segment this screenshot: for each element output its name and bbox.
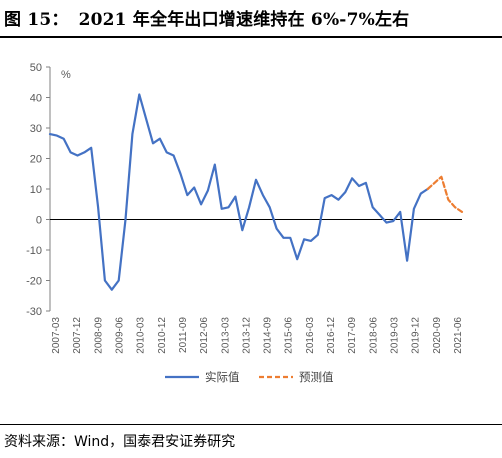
source-note: 资料来源：Wind，国泰君安证券研究 xyxy=(4,434,236,450)
x-tick-label: 2021-06 xyxy=(453,317,464,354)
source-rule xyxy=(0,424,502,425)
chart-title: 2021 年全年出口增速维持在 6%-7%左右 xyxy=(78,10,410,30)
x-tick-label: 2018-06 xyxy=(368,317,379,354)
title-rule xyxy=(0,36,502,38)
x-tick-label: 2007-03 xyxy=(51,317,62,354)
y-tick-label: 20 xyxy=(30,154,42,166)
x-tick-label: 2019-03 xyxy=(390,317,401,354)
y-tick-label: 30 xyxy=(30,123,42,135)
y-tick-label: -20 xyxy=(26,276,42,288)
x-tick-label: 2013-03 xyxy=(220,317,231,354)
line-chart: -30 -20 -10 0 10 20 30 40 50% 2007-03 2007-12 2008-… xyxy=(26,62,464,384)
legend-label-forecast: 预测值 xyxy=(299,371,334,384)
x-tick-label: 2009-06 xyxy=(114,317,125,354)
y-tick-label: 40 xyxy=(30,93,42,105)
x-tick-label: 2010-12 xyxy=(157,317,168,354)
y-unit-label: % xyxy=(61,69,71,81)
x-tick-label: 2015-06 xyxy=(284,317,295,354)
y-tick-label: 50 xyxy=(30,62,42,74)
x-tick-label: 2008-09 xyxy=(93,317,104,354)
x-tick-label: 2011-09 xyxy=(178,317,189,353)
figure-title: 图 15： 2021 年全年出口增速维持在 6%-7%左右 xyxy=(4,5,498,30)
x-tick-label: 2016-03 xyxy=(305,317,316,354)
legend-label-actual: 实际值 xyxy=(205,370,240,384)
x-tick-label: 2020-09 xyxy=(432,317,443,354)
actual-series-line xyxy=(48,93,429,291)
x-tick-label: 2007-12 xyxy=(72,317,83,354)
x-tick-label: 2012-06 xyxy=(199,317,210,354)
x-tick-label: 2010-03 xyxy=(136,317,147,354)
y-tick-label: 10 xyxy=(30,184,42,196)
y-tick-label: -30 xyxy=(26,306,42,318)
figure-label: 图 15： xyxy=(4,10,69,30)
y-tick-label: -10 xyxy=(26,245,42,257)
forecast-series-line xyxy=(426,175,464,213)
x-tick-label: 2017-09 xyxy=(347,317,358,354)
x-tick-label: 2014-09 xyxy=(263,317,274,354)
y-tick-label: 0 xyxy=(36,215,42,227)
x-tick-label: 2016-12 xyxy=(326,317,337,354)
x-tick-label: 2013-12 xyxy=(241,317,252,354)
x-tick-label: 2019-12 xyxy=(411,317,422,354)
